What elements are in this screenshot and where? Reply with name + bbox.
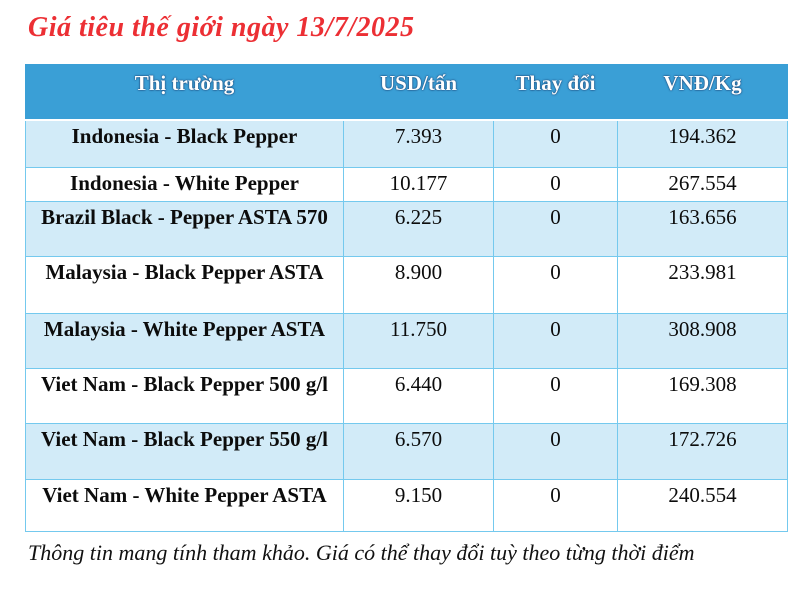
market-cell: Viet Nam - Black Pepper 500 g/l [25, 368, 344, 424]
change-cell: 0 [493, 256, 618, 314]
table-row: Brazil Black - Pepper ASTA 570 6.225 0 1… [25, 201, 788, 257]
table-row: Indonesia - White Pepper 10.177 0 267.55… [25, 167, 788, 202]
column-header-usd: USD/tấn [343, 64, 494, 121]
table-row: Indonesia - Black Pepper 7.393 0 194.362 [25, 119, 788, 168]
vnd-cell: 172.726 [617, 423, 788, 480]
change-cell: 0 [493, 313, 618, 369]
usd-cell: 7.393 [343, 119, 494, 168]
column-header-market: Thị trường [25, 64, 344, 121]
usd-cell: 8.900 [343, 256, 494, 314]
column-header-change: Thay đổi [493, 64, 618, 121]
vnd-cell: 194.362 [617, 119, 788, 168]
change-cell: 0 [493, 167, 618, 202]
vnd-cell: 233.981 [617, 256, 788, 314]
page-title: Giá tiêu thế giới ngày 13/7/2025 [28, 12, 415, 43]
change-cell: 0 [493, 479, 618, 532]
change-cell: 0 [493, 423, 618, 480]
table-header-row: Thị trường USD/tấn Thay đổi VNĐ/Kg [25, 64, 788, 121]
market-cell: Viet Nam - Black Pepper 550 g/l [25, 423, 344, 480]
table-row: Viet Nam - White Pepper ASTA 9.150 0 240… [25, 479, 788, 532]
table-row: Viet Nam - Black Pepper 500 g/l 6.440 0 … [25, 368, 788, 424]
change-cell: 0 [493, 119, 618, 168]
usd-cell: 10.177 [343, 167, 494, 202]
disclaimer-text: Thông tin mang tính tham khảo. Giá có th… [28, 540, 695, 565]
market-cell: Brazil Black - Pepper ASTA 570 [25, 201, 344, 257]
usd-cell: 6.225 [343, 201, 494, 257]
vnd-cell: 163.656 [617, 201, 788, 257]
usd-cell: 9.150 [343, 479, 494, 532]
market-cell: Malaysia - White Pepper ASTA [25, 313, 344, 369]
price-table: Thị trường USD/tấn Thay đổi VNĐ/Kg Indon… [25, 64, 788, 532]
vnd-cell: 169.308 [617, 368, 788, 424]
vnd-cell: 267.554 [617, 167, 788, 202]
market-cell: Malaysia - Black Pepper ASTA [25, 256, 344, 314]
change-cell: 0 [493, 201, 618, 257]
vnd-cell: 308.908 [617, 313, 788, 369]
table-row: Viet Nam - Black Pepper 550 g/l 6.570 0 … [25, 423, 788, 480]
market-cell: Indonesia - Black Pepper [25, 119, 344, 168]
usd-cell: 6.440 [343, 368, 494, 424]
change-cell: 0 [493, 368, 618, 424]
usd-cell: 6.570 [343, 423, 494, 480]
market-cell: Indonesia - White Pepper [25, 167, 344, 202]
table-row: Malaysia - White Pepper ASTA 11.750 0 30… [25, 313, 788, 369]
column-header-vnd: VNĐ/Kg [617, 64, 788, 121]
market-cell: Viet Nam - White Pepper ASTA [25, 479, 344, 532]
table-row: Malaysia - Black Pepper ASTA 8.900 0 233… [25, 256, 788, 314]
vnd-cell: 240.554 [617, 479, 788, 532]
usd-cell: 11.750 [343, 313, 494, 369]
